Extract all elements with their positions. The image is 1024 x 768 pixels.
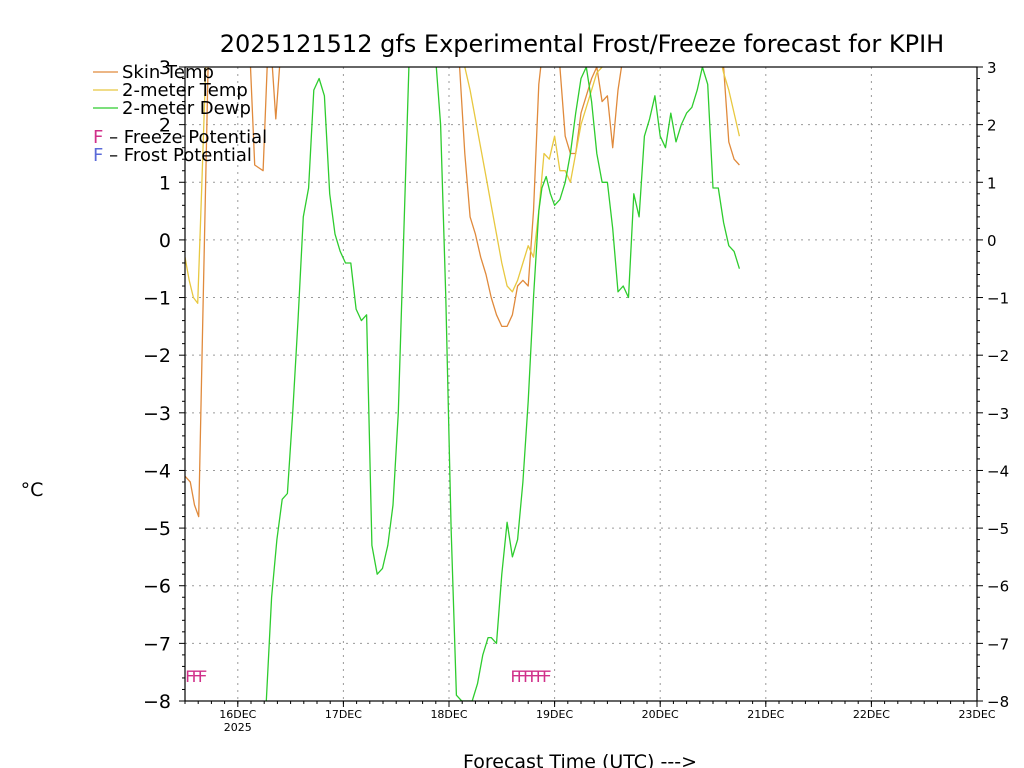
- series-skin-temp: [185, 67, 740, 518]
- x-tick-label-6: 22DEC: [853, 708, 890, 721]
- freeze-mark-4: F: [517, 667, 527, 686]
- y-axis-left: 3 2 1 0 −1 −2 −3 −4 −5 −6 −7 −8: [143, 57, 185, 713]
- freeze-mark-8: F: [542, 667, 552, 686]
- y-tick-label-right-10: −7: [987, 635, 1009, 653]
- y-tick-label-left-2: 1: [159, 172, 171, 194]
- y-tick-label-left-4: −1: [143, 288, 171, 310]
- plot-frame: [184, 66, 978, 702]
- freeze-mark-0: F: [185, 667, 195, 686]
- y-tick-label-right-5: −2: [987, 347, 1009, 365]
- x-tick-label-1: 17DEC: [325, 708, 362, 721]
- x-tick-label-3: 19DEC: [536, 708, 573, 721]
- y-tick-label-left-6: −3: [143, 403, 171, 425]
- freeze-mark-6: F: [529, 667, 539, 686]
- y-tick-label-left-5: −2: [143, 345, 171, 367]
- y-tick-label-right-2: 1: [987, 174, 997, 192]
- series-2-meter-dewp: [265, 67, 741, 701]
- chart-title: 2025121512 gfs Experimental Frost/Freeze…: [220, 30, 944, 58]
- freeze-mark-3: F: [510, 667, 520, 686]
- x-tick-label-0: 16DEC: [219, 708, 256, 721]
- y-tick-label-right-0: 3: [987, 59, 997, 77]
- y-tick-label-right-1: 2: [987, 117, 997, 135]
- y-tick-label-right-4: −1: [987, 290, 1009, 308]
- y-tick-label-right-9: −6: [987, 578, 1009, 596]
- x-axis-label: Forecast Time (UTC) --->: [463, 751, 697, 768]
- freeze-mark-5: F: [523, 667, 533, 686]
- x-tick-label-2: 18DEC: [430, 708, 467, 721]
- y-axis-label: °C: [21, 479, 44, 501]
- x-tick-label-5: 21DEC: [747, 708, 784, 721]
- legend-label-1: 2-meter Temp: [122, 80, 248, 101]
- y-tick-label-left-11: −8: [143, 691, 171, 713]
- legend-potential-0: F – Freeze Potential: [93, 127, 267, 148]
- freeze-mark-2: F: [198, 667, 208, 686]
- y-tick-label-right-3: 0: [987, 232, 997, 250]
- legend-potential-1: F – Frost Potential: [93, 145, 252, 166]
- grid-lines: [185, 66, 978, 702]
- series-2-meter-temp: [185, 67, 741, 304]
- y-tick-label-left-10: −7: [143, 633, 171, 655]
- y-tick-label-right-8: −5: [987, 520, 1009, 538]
- y-axis-right: 3 2 1 0 −1 −2 −3 −4 −5 −6 −7 −8: [977, 59, 1009, 711]
- x-tick-sublabel-0: 2025: [224, 721, 252, 734]
- y-tick-label-left-9: −6: [143, 576, 171, 598]
- legend-label-0: Skin Temp: [122, 62, 214, 83]
- y-tick-label-left-7: −4: [143, 460, 171, 482]
- y-tick-label-left-8: −5: [143, 518, 171, 540]
- series-lines: [185, 67, 741, 701]
- y-tick-label-left-1: 2: [159, 115, 171, 137]
- legend-label-2: 2-meter Dewp: [122, 98, 251, 119]
- y-tick-label-right-6: −3: [987, 405, 1009, 423]
- x-tick-label-7: 23DEC: [958, 708, 995, 721]
- freeze-mark-1: F: [191, 667, 201, 686]
- y-tick-label-right-11: −8: [987, 693, 1009, 711]
- y-tick-label-right-7: −4: [987, 462, 1009, 480]
- x-tick-label-4: 20DEC: [642, 708, 679, 721]
- y-tick-label-left-0: 3: [159, 57, 171, 79]
- y-tick-label-left-3: 0: [159, 230, 171, 252]
- freeze-mark-7: F: [536, 667, 546, 686]
